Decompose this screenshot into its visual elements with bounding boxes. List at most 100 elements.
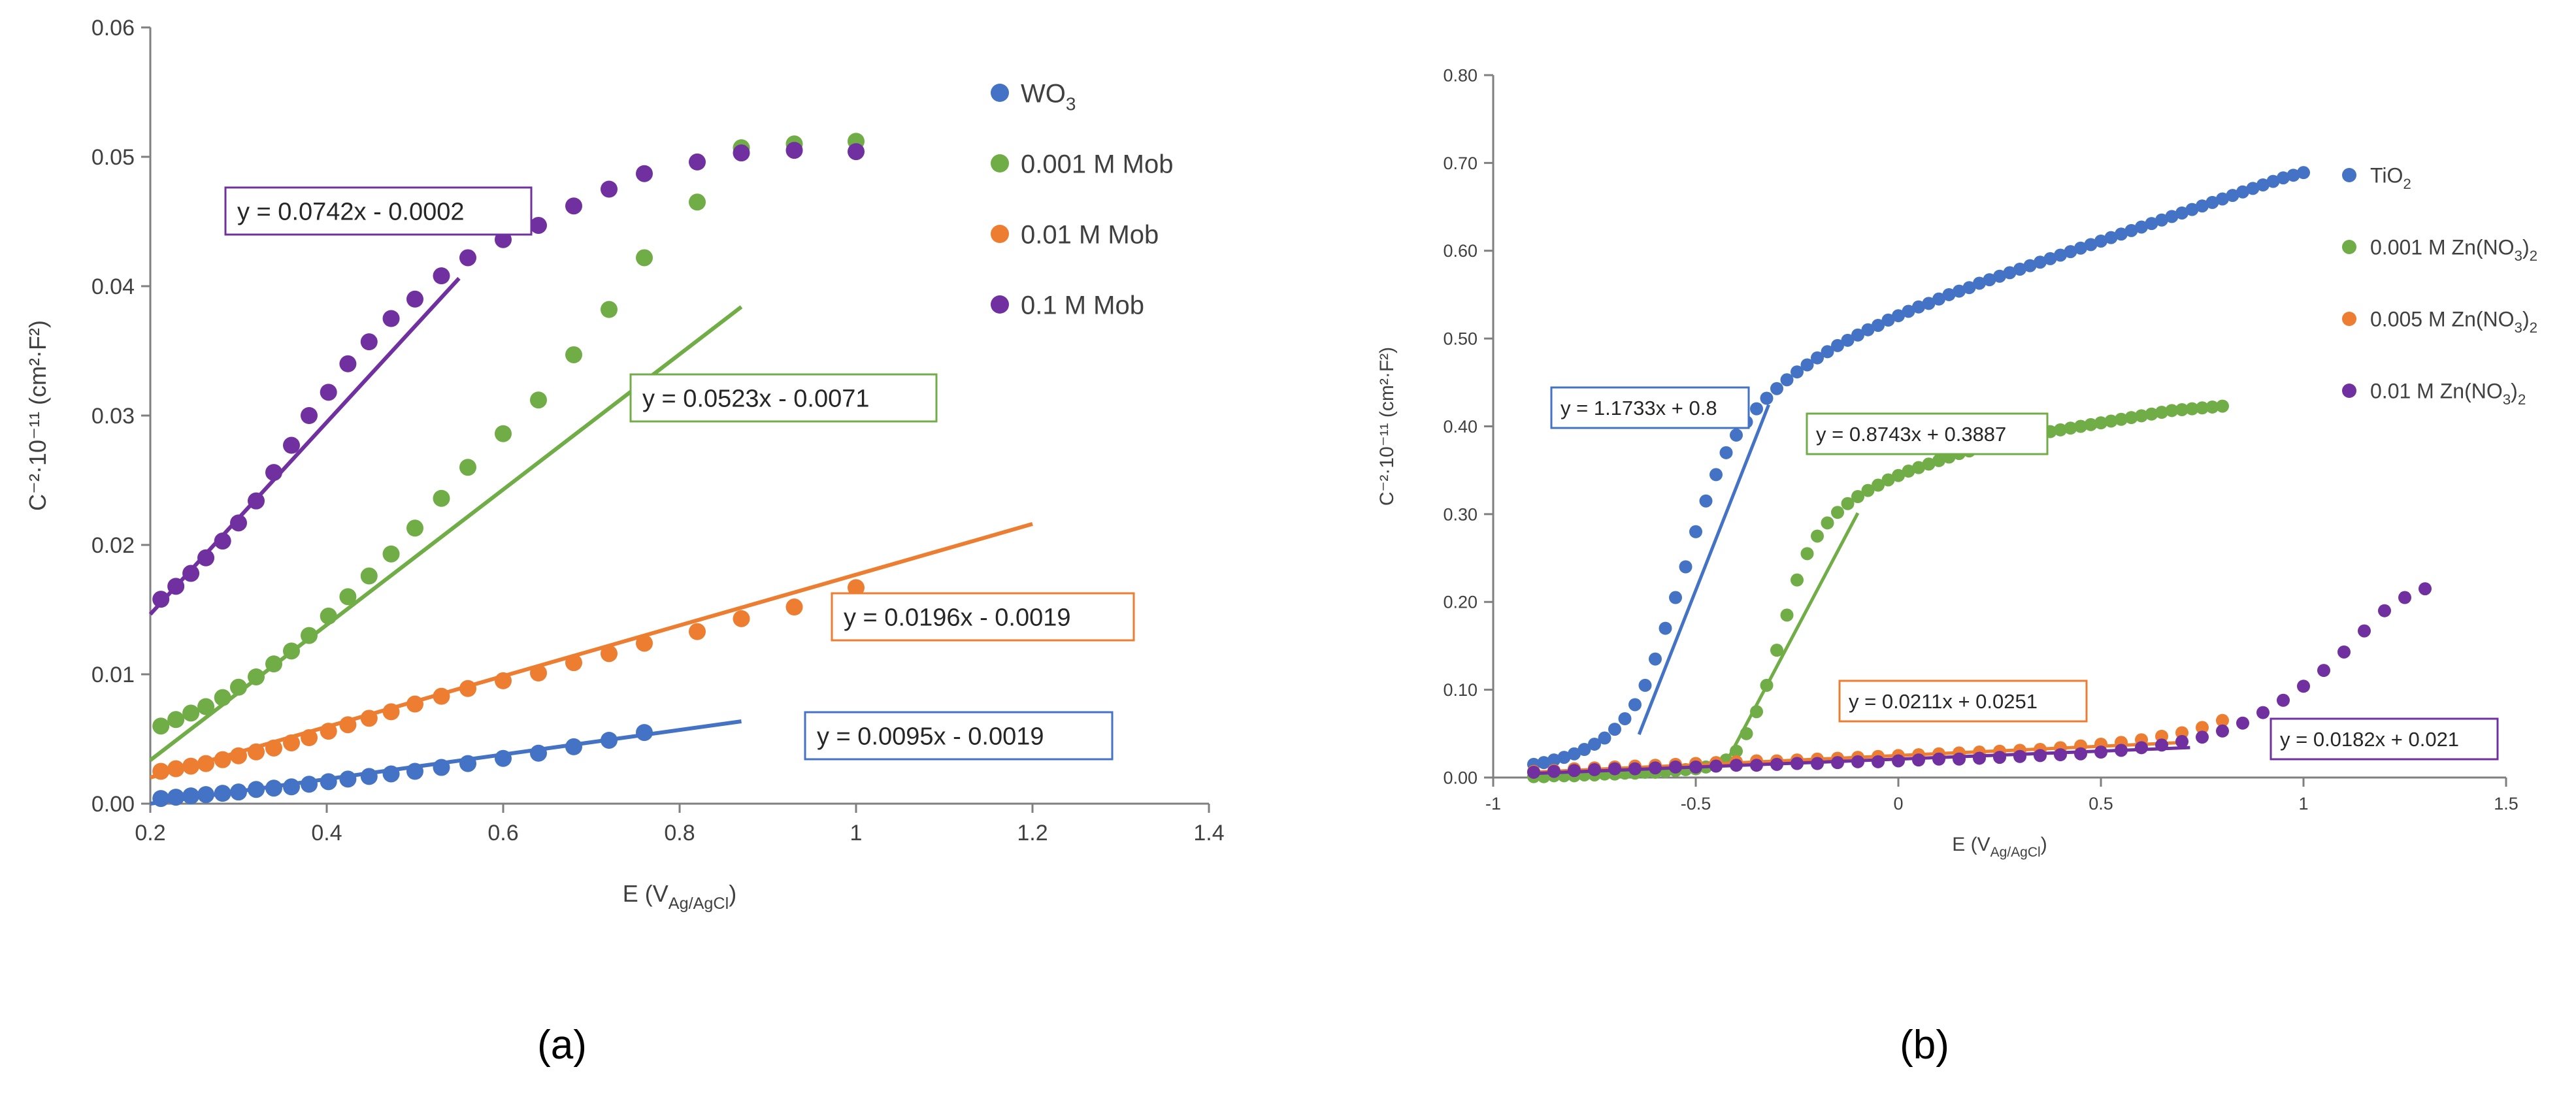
data-point-series-3 xyxy=(2054,748,2067,762)
data-point-series-1 xyxy=(1831,506,1844,519)
data-point-series-0 xyxy=(495,749,512,767)
data-point-series-1 xyxy=(2094,416,2107,430)
data-point-series-1 xyxy=(1841,497,1855,510)
data-point-series-0 xyxy=(1669,591,1682,604)
data-point-series-0 xyxy=(1942,287,1956,301)
data-point-series-0 xyxy=(565,738,582,755)
data-point-series-0 xyxy=(1618,712,1632,725)
data-point-series-0 xyxy=(167,789,185,806)
data-point-series-0 xyxy=(2054,248,2067,262)
data-point-series-2 xyxy=(565,654,582,672)
y-tick-label: 0.40 xyxy=(1443,417,1478,436)
data-point-series-0 xyxy=(2023,259,2037,272)
data-point-series-1 xyxy=(1780,608,1794,622)
data-point-series-3 xyxy=(2013,749,2026,763)
data-point-series-0 xyxy=(1881,313,1895,327)
data-point-series-0 xyxy=(2135,220,2148,234)
data-point-series-3 xyxy=(2378,604,2391,617)
legend-entry-text: 0.005 M Zn(NO xyxy=(2370,308,2515,331)
y-tick-label: 0.00 xyxy=(91,792,135,817)
data-point-series-3 xyxy=(301,407,318,424)
data-point-series-1 xyxy=(601,301,618,318)
data-point-series-1 xyxy=(2205,400,2219,414)
data-point-series-0 xyxy=(2034,255,2047,269)
data-point-series-1 xyxy=(2165,404,2179,418)
data-point-series-3 xyxy=(382,310,400,327)
data-point-series-2 xyxy=(601,645,618,663)
fit-label-0: y = 0.0095x - 0.0019 xyxy=(817,723,1044,751)
data-point-series-3 xyxy=(1527,765,1540,779)
x-tick-label: -1 xyxy=(1485,794,1501,813)
data-point-series-1 xyxy=(167,711,185,729)
fit-label-box-0 xyxy=(804,711,1114,761)
data-point-series-0 xyxy=(214,785,231,802)
legend-entry-2: 0.005 M Zn(NO3)2 xyxy=(2370,308,2537,336)
data-point-series-0 xyxy=(1689,525,1702,538)
data-point-series-0 xyxy=(2287,169,2300,182)
data-point-series-0 xyxy=(1912,300,1925,314)
x-axis-label-sub: Ag/AgCl xyxy=(669,894,729,913)
legend-marker-1 xyxy=(2342,240,2356,254)
data-point-series-0 xyxy=(1598,731,1611,745)
legend-entry-text: 0.1 M Mob xyxy=(1021,291,1144,320)
data-point-series-1 xyxy=(360,567,378,585)
data-point-series-0 xyxy=(1811,351,1824,365)
data-point-series-0 xyxy=(152,790,170,808)
data-point-series-0 xyxy=(1760,391,1774,405)
data-point-series-1 xyxy=(320,607,337,625)
data-point-series-0 xyxy=(2246,182,2260,195)
data-point-series-0 xyxy=(1791,365,1804,379)
data-point-series-1 xyxy=(1740,727,1753,740)
fit-label-box-3 xyxy=(2270,717,2499,761)
y-tick-label: 0.50 xyxy=(1443,329,1478,349)
fit-label-1: y = 0.0523x - 0.0071 xyxy=(642,385,870,413)
data-point-series-2 xyxy=(406,695,423,713)
data-point-series-1 xyxy=(1730,744,1743,758)
data-point-series-1 xyxy=(1902,465,1915,478)
data-point-series-1 xyxy=(565,346,582,363)
data-point-series-0 xyxy=(248,781,265,798)
data-point-series-0 xyxy=(2064,245,2077,259)
data-point-series-3 xyxy=(339,355,357,372)
data-point-series-0 xyxy=(1922,297,1936,310)
data-point-series-0 xyxy=(230,783,247,801)
data-point-series-1 xyxy=(283,642,300,660)
data-point-series-1 xyxy=(1861,484,1875,497)
data-point-series-1 xyxy=(2115,412,2128,426)
legend-entry-2: 0.01 M Mob xyxy=(1021,220,1159,249)
data-point-series-0 xyxy=(1780,373,1794,387)
legend-entry-sub: 2 xyxy=(2403,176,2411,192)
data-point-series-1 xyxy=(2145,407,2158,421)
y-tick-label: 0.30 xyxy=(1443,504,1478,524)
data-point-series-3 xyxy=(152,591,170,608)
fit-label-box-1 xyxy=(629,373,938,423)
data-point-series-1 xyxy=(339,588,357,606)
data-point-series-3 xyxy=(433,267,450,285)
data-point-series-0 xyxy=(2155,213,2168,227)
data-point-series-3 xyxy=(1973,751,1986,765)
data-point-series-3 xyxy=(2115,744,2128,757)
data-point-series-1 xyxy=(197,698,215,715)
data-point-series-3 xyxy=(406,290,423,308)
data-point-series-3 xyxy=(530,216,547,234)
legend-entry-0: WO3 xyxy=(1021,79,1076,114)
data-point-series-2 xyxy=(433,687,450,705)
data-point-series-0 xyxy=(2175,206,2188,220)
data-point-series-0 xyxy=(2266,174,2280,188)
fit-label-2: y = 0.0196x - 0.0019 xyxy=(844,604,1071,632)
legend-entry-text: 0.001 M Mob xyxy=(1021,150,1173,178)
data-point-series-1 xyxy=(1811,529,1824,543)
data-point-series-3 xyxy=(2398,591,2411,604)
data-point-series-2 xyxy=(2196,721,2209,734)
data-point-series-2 xyxy=(197,755,215,772)
data-point-series-0 xyxy=(1932,292,1945,306)
data-point-series-0 xyxy=(1588,737,1601,751)
data-point-series-1 xyxy=(1912,461,1925,474)
data-point-series-0 xyxy=(1750,402,1763,416)
data-point-series-3 xyxy=(2196,730,2209,744)
data-point-series-1 xyxy=(636,249,653,267)
fit-label-2: y = 0.0211x + 0.0251 xyxy=(1849,690,2038,713)
x-axis-label-main: E (V xyxy=(1952,834,1990,855)
data-point-series-0 xyxy=(2013,262,2026,276)
